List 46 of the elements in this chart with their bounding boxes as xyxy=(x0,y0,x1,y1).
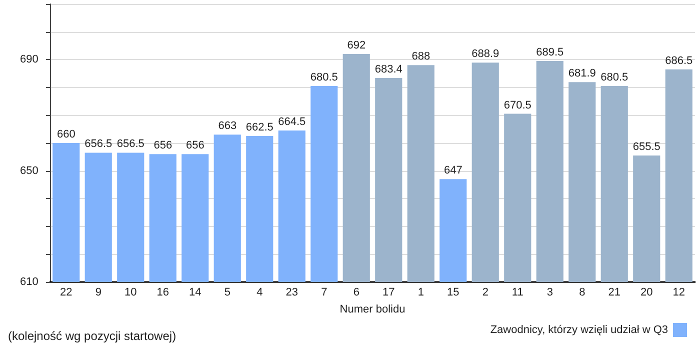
data-label: 680.5 xyxy=(310,72,338,84)
x-tick-label: 1 xyxy=(418,286,424,298)
data-label: 686.5 xyxy=(665,54,693,67)
data-label: 692 xyxy=(347,40,366,52)
data-label: 656.5 xyxy=(116,138,144,150)
x-tick-label: 3 xyxy=(546,286,553,298)
data-label: 656 xyxy=(186,140,204,152)
y-tick-label: 610 xyxy=(20,276,38,288)
text: (kolejność wg pozycji startowej) xyxy=(8,329,176,343)
data-label: 688 xyxy=(412,50,430,63)
data-label: 663 xyxy=(218,120,237,132)
x-tick-label: 15 xyxy=(447,286,460,298)
x-axis-title: Numer bolidu xyxy=(340,304,406,316)
x-tick-label: 2 xyxy=(482,286,488,298)
data-label: 660 xyxy=(56,128,76,140)
data-label: 670.5 xyxy=(504,99,532,112)
y-tick-label: 690 xyxy=(20,54,38,66)
x-tick-label: 4 xyxy=(256,286,263,298)
x-tick-label: 9 xyxy=(95,286,102,298)
x-tick-label: 20 xyxy=(640,286,653,298)
x-tick-label: 6 xyxy=(353,286,360,298)
data-label: 689.5 xyxy=(536,46,564,58)
y-tick-label: 650 xyxy=(20,164,38,177)
data-label: 656.5 xyxy=(84,138,112,150)
x-tick-label: 11 xyxy=(512,286,524,298)
data-label: 656 xyxy=(154,140,172,152)
x-tick-label: 22 xyxy=(60,286,72,298)
x-tick-label: 21 xyxy=(608,286,620,298)
data-label: 655.5 xyxy=(632,141,660,154)
data-label: 664.5 xyxy=(278,116,306,128)
x-tick-label: 16 xyxy=(156,286,169,298)
data-label: 647 xyxy=(444,164,462,177)
x-tick-label: 5 xyxy=(224,286,230,298)
x-tick-label: 12 xyxy=(672,286,685,298)
x-tick-label: 14 xyxy=(189,286,202,298)
data-label: 662.5 xyxy=(246,122,274,134)
data-label: 683.4 xyxy=(374,63,402,76)
x-tick-label: 7 xyxy=(321,286,328,298)
data-label: 688.9 xyxy=(472,48,500,60)
data-label: 681.9 xyxy=(568,68,596,80)
x-tick-label: 8 xyxy=(579,286,586,298)
x-tick-label: 10 xyxy=(124,286,137,298)
x-tick-label: 23 xyxy=(286,286,298,298)
legend-label: Zawodnicy, którzy wzięli udział w Q3 xyxy=(490,324,668,336)
data-label: 680.5 xyxy=(600,72,628,84)
x-tick-label: 17 xyxy=(382,286,395,298)
